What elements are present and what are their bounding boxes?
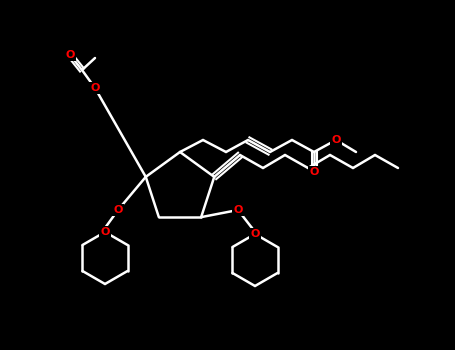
Text: O: O <box>113 205 123 215</box>
Text: O: O <box>331 135 341 145</box>
Text: O: O <box>309 167 318 177</box>
Text: O: O <box>90 83 100 93</box>
Text: O: O <box>100 227 110 237</box>
Text: O: O <box>66 50 75 60</box>
Text: O: O <box>233 205 243 215</box>
Text: O: O <box>250 229 260 239</box>
